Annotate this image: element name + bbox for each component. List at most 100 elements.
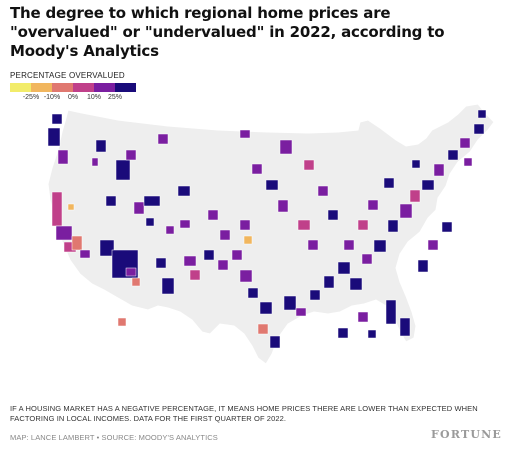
credit-line: MAP: LANCE LAMBERT • SOURCE: MOODY'S ANA… — [10, 433, 218, 442]
metro-area — [157, 133, 169, 145]
legend-color-scale — [10, 83, 136, 92]
metro-area — [217, 259, 229, 271]
legend-label: -10% — [43, 94, 61, 101]
legend-swatch — [52, 83, 73, 92]
metro-area — [251, 163, 263, 175]
metro-area — [309, 289, 321, 301]
metro-area — [247, 287, 259, 299]
metro-area — [79, 249, 91, 259]
metro-area — [179, 219, 191, 229]
metro-area — [349, 277, 363, 291]
metro-area — [51, 113, 63, 125]
footnote: IF A HOUSING MARKET HAS A NEGATIVE PERCE… — [10, 404, 478, 423]
metro-area — [463, 157, 473, 167]
metro-areas — [47, 109, 487, 349]
metro-area — [399, 317, 411, 337]
metro-area — [279, 139, 293, 155]
metro-area — [91, 157, 99, 167]
metro-area — [269, 335, 281, 349]
metro-area — [115, 159, 131, 181]
metro-area — [473, 123, 485, 135]
legend-label: 25% — [107, 94, 123, 101]
metro-area — [297, 219, 311, 231]
legend-swatch — [73, 83, 94, 92]
metro-area — [337, 261, 351, 275]
metro-area — [441, 221, 453, 233]
metro-area — [367, 199, 379, 211]
metro-area — [357, 219, 369, 231]
metro-area — [47, 127, 61, 147]
metro-area — [143, 195, 161, 207]
us-landmass — [47, 103, 495, 365]
metro-area — [55, 225, 73, 241]
metro-area — [411, 159, 421, 169]
metro-area — [145, 217, 155, 227]
metro-area — [277, 199, 289, 213]
fortune-logo: FORTUNE — [431, 428, 502, 441]
us-metro-map — [47, 103, 495, 365]
metro-area — [303, 159, 315, 171]
metro-area — [133, 201, 145, 215]
metro-area — [447, 149, 459, 161]
metro-area — [165, 225, 175, 235]
legend-swatch — [10, 83, 31, 92]
metro-area — [239, 269, 253, 283]
metro-area — [177, 185, 191, 197]
metro-area — [161, 277, 175, 295]
metro-area — [459, 137, 471, 149]
metro-area — [399, 203, 413, 219]
metro-area — [433, 163, 445, 177]
metro-area — [219, 229, 231, 241]
metro-area — [385, 299, 397, 325]
metro-area — [265, 179, 279, 191]
metro-area — [361, 253, 373, 265]
metro-area — [189, 269, 201, 281]
metro-area — [257, 323, 269, 335]
metro-area — [387, 219, 399, 233]
metro-area — [203, 249, 215, 261]
metro-area — [183, 255, 197, 267]
legend-swatch — [115, 83, 136, 92]
metro-area — [239, 129, 251, 139]
legend-title: PERCENTAGE OVERVALUED — [10, 71, 125, 80]
metro-area — [155, 257, 167, 269]
metro-area — [357, 311, 369, 323]
metro-area — [421, 179, 435, 191]
metro-area — [125, 149, 137, 161]
metro-area — [283, 295, 297, 311]
metro-area — [327, 209, 339, 221]
metro-area — [95, 139, 107, 153]
metro-area — [367, 329, 377, 339]
metro-area — [383, 177, 395, 189]
metro-area — [477, 109, 487, 119]
metro-area — [343, 239, 355, 251]
legend-swatch — [94, 83, 115, 92]
metro-area — [243, 235, 253, 245]
metro-area — [323, 275, 335, 289]
metro-area — [259, 301, 273, 315]
metro-area — [409, 189, 421, 203]
metro-area — [307, 239, 319, 251]
legend-swatch — [31, 83, 52, 92]
legend-label: 10% — [86, 94, 102, 101]
map-title: The degree to which regional home prices… — [10, 4, 445, 60]
metro-area — [207, 209, 219, 221]
metro-area — [337, 327, 349, 339]
legend-label: 0% — [67, 94, 79, 101]
metro-area — [231, 249, 243, 261]
metro-area — [131, 277, 141, 287]
metro-area — [105, 195, 117, 207]
metro-area — [427, 239, 439, 251]
metro-area — [117, 317, 127, 327]
metro-area — [99, 239, 115, 257]
legend-labels: -25% -10% 0% 10% 25% — [10, 94, 140, 104]
metro-area — [125, 267, 137, 277]
metro-area — [317, 185, 329, 197]
metro-area — [57, 149, 69, 165]
metro-area — [71, 235, 83, 251]
metro-area — [67, 203, 75, 211]
legend-label: -25% — [22, 94, 40, 101]
metro-area — [239, 219, 251, 231]
metro-area — [373, 239, 387, 253]
metro-area — [417, 259, 429, 273]
